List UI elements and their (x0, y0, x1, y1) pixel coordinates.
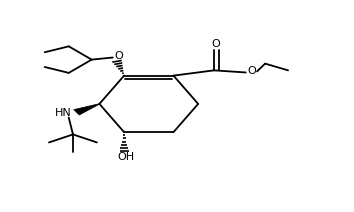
Text: O: O (211, 39, 220, 49)
Text: HN: HN (55, 108, 72, 118)
Text: O: O (248, 66, 257, 76)
Text: O: O (114, 51, 123, 61)
Polygon shape (74, 104, 99, 115)
Text: OH: OH (117, 152, 135, 162)
